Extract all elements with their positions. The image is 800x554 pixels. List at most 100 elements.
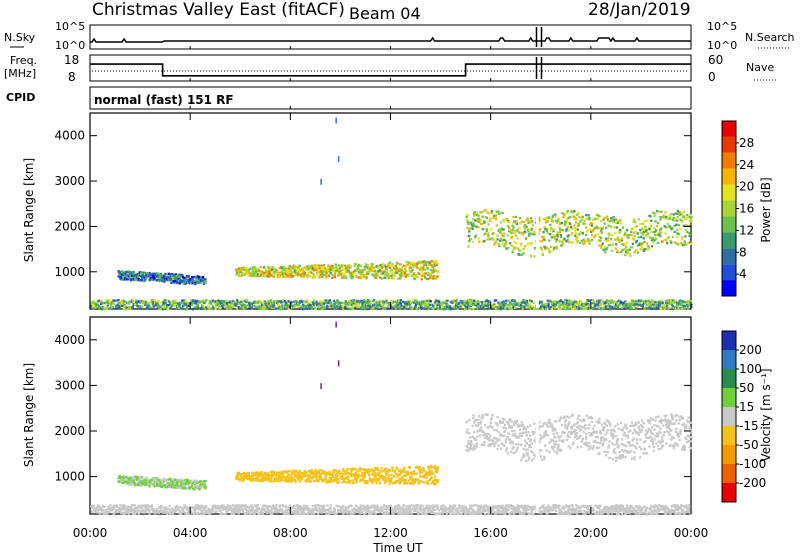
scatter-cell: [464, 506, 468, 510]
scatter-cell: [298, 301, 301, 304]
scatter-cell: [112, 299, 115, 302]
scatter-cell: [418, 304, 421, 307]
scatter-region-0: [90, 504, 693, 516]
scatter-cell: [150, 508, 154, 511]
scatter-cell: [549, 506, 553, 509]
scatter-cell: [580, 231, 583, 234]
scatter-cell: [341, 506, 344, 509]
scatter-cell: [538, 217, 541, 221]
scatter-cell: [277, 304, 281, 307]
scatter-cell: [416, 510, 419, 513]
freq-label-line1: Freq.: [10, 54, 37, 67]
scatter-cell: [148, 272, 151, 275]
nsky-label: N.Sky: [4, 31, 36, 44]
scatter-cell: [600, 509, 604, 512]
scatter-cell: [363, 299, 366, 302]
scatter-cell: [120, 507, 124, 510]
scatter-cell: [359, 264, 362, 267]
scatter-cell: [549, 507, 553, 510]
scatter-cell: [579, 220, 582, 223]
scatter-cell: [584, 512, 587, 515]
scatter-cell: [172, 304, 175, 307]
scatter-cell: [112, 307, 115, 311]
scatter-cell: [278, 300, 281, 303]
scatter-cell: [530, 507, 533, 510]
scatter-cell: [494, 307, 498, 310]
scatter-cell: [580, 505, 584, 508]
scatter-cell: [667, 236, 670, 239]
scatter-cell: [141, 300, 145, 304]
scatter-cell: [368, 509, 371, 513]
scatter-cell: [627, 236, 630, 239]
scatter-cell: [666, 242, 669, 245]
scatter-cell: [575, 301, 579, 304]
scatter-cell: [523, 506, 526, 509]
scatter-cell: [407, 273, 410, 276]
scatter-cell: [569, 215, 572, 219]
scatter-cell: [528, 512, 531, 515]
scatter-cell: [241, 272, 245, 275]
scatter-cell: [549, 299, 552, 303]
scatter-cell: [317, 506, 321, 509]
scatter-cell: [243, 273, 246, 276]
scatter-cell: [180, 301, 183, 305]
scatter-cell: [585, 300, 589, 304]
scatter-cell: [602, 218, 605, 221]
scatter-cell: [522, 509, 525, 512]
scatter-cell: [132, 270, 135, 274]
scatter-cell: [655, 303, 658, 306]
scatter-cell: [415, 264, 418, 268]
scatter-cell: [561, 242, 564, 245]
scatter-cell: [559, 228, 562, 231]
scatter-cell: [216, 301, 219, 304]
scatter-cell: [590, 306, 594, 309]
scatter-cell: [125, 307, 128, 311]
scatter-cell: [438, 300, 441, 303]
scatter-cell: [122, 302, 125, 305]
scatter-cell: [320, 300, 323, 303]
scatter-cell: [514, 246, 517, 249]
scatter-cell: [635, 224, 639, 228]
scatter-cell: [117, 299, 120, 302]
scatter-cell: [307, 508, 311, 511]
scatter-cell: [177, 275, 180, 278]
scatter-cell: [232, 510, 235, 513]
scatter-cell: [624, 231, 627, 234]
scatter-cell: [231, 306, 235, 309]
scatter-cell: [689, 218, 692, 221]
scatter-cell: [544, 302, 548, 306]
scatter-cell: [497, 301, 500, 304]
scatter-cell: [580, 218, 584, 221]
scatter-cell: [428, 303, 432, 306]
scatter-cell: [359, 504, 362, 507]
scatter-cell: [567, 216, 570, 219]
scatter-cell: [373, 304, 376, 307]
scatter-cell: [653, 215, 656, 218]
scatter-cell: [331, 276, 334, 279]
scatter-cell: [494, 299, 498, 302]
scatter-cell: [302, 507, 305, 510]
scatter-cell: [159, 275, 162, 278]
scatter-cell: [615, 247, 618, 250]
scatter-cell: [426, 303, 429, 307]
scatter-cell: [570, 504, 574, 507]
scatter-cell: [186, 304, 189, 307]
scatter-cell: [119, 504, 122, 507]
scatter-cell: [386, 507, 389, 511]
scatter-cell: [582, 238, 585, 241]
scatter-cell: [607, 244, 610, 247]
scatter-cell: [343, 511, 347, 514]
scatter-cell: [630, 230, 633, 234]
scatter-cell: [186, 508, 189, 511]
scatter-cell: [473, 224, 476, 227]
scatter-cell: [417, 267, 420, 270]
scatter-cell: [436, 302, 439, 305]
scatter-cell: [299, 306, 302, 309]
scatter-cell: [553, 246, 556, 249]
scatter-cell: [242, 266, 246, 269]
scatter-cell: [574, 230, 577, 233]
scatter-cell: [689, 214, 692, 217]
scatter-cell: [146, 273, 150, 276]
scatter-cell: [418, 511, 421, 514]
scatter-cell: [268, 511, 271, 514]
